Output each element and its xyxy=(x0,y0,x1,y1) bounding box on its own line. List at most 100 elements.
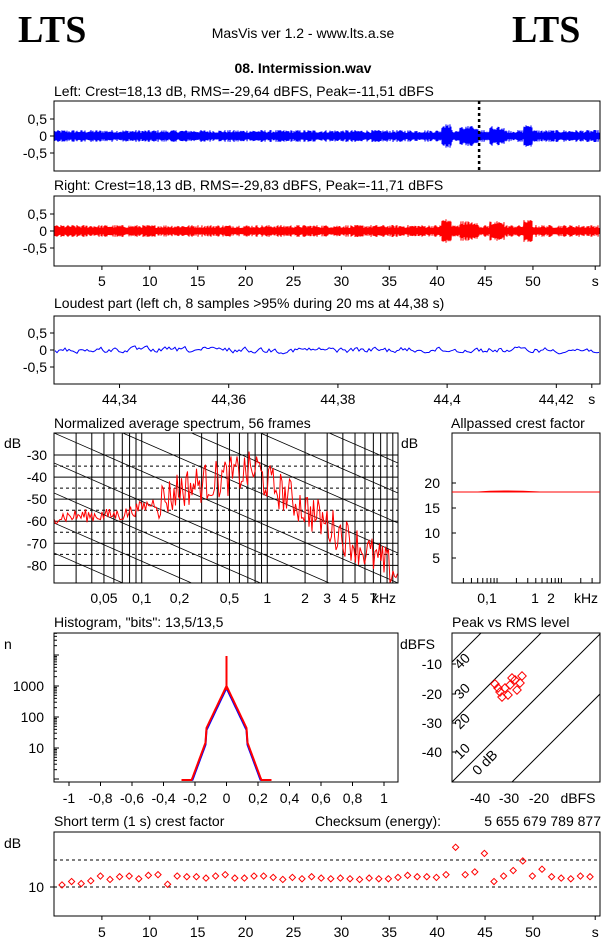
right-ytick-label: 0,5 xyxy=(28,206,48,222)
short-term-point xyxy=(106,875,114,884)
histogram-xtick-label: 0,6 xyxy=(311,790,331,806)
short-term-point xyxy=(58,881,66,889)
short-term-point xyxy=(336,874,345,882)
short-term-point xyxy=(192,872,201,881)
short-term-point xyxy=(307,872,316,881)
short-term-ylabel: dB xyxy=(4,835,21,851)
peak-rms-xtick-label: dBFS xyxy=(560,790,595,806)
histogram-xtick-label: -1 xyxy=(63,790,76,806)
checksum-value: 5 655 679 789 877 xyxy=(484,813,601,829)
peak-rms-ytick-label: -20 xyxy=(422,686,442,702)
spectrum-xtick-label: 0,2 xyxy=(170,590,190,606)
peak-rms-xtick-label: -40 xyxy=(470,790,490,806)
histogram-left-curve xyxy=(181,685,272,781)
right-waveform xyxy=(54,219,600,243)
allpassed-ytick-label: 10 xyxy=(424,525,440,541)
spectrum-xtick-label: 4 xyxy=(339,590,347,606)
short-term-point xyxy=(576,872,585,880)
short-term-point xyxy=(96,872,105,880)
peak-rms-diagonal-label: 0 dB xyxy=(469,746,501,778)
short-term-xtick-label: 25 xyxy=(286,924,302,940)
short-term-point xyxy=(547,872,556,881)
histogram-right-curve xyxy=(181,683,272,781)
loudest-xtick-label: 44,36 xyxy=(211,391,246,407)
short-term-xtick-label: 10 xyxy=(142,924,158,940)
allpassed-title: Allpassed crest factor xyxy=(451,415,585,431)
short-term-point xyxy=(134,874,143,883)
short-term-point xyxy=(403,871,412,880)
short-term-point xyxy=(422,872,431,881)
right-xtick-label: 10 xyxy=(142,273,158,289)
short-term-point xyxy=(163,880,172,889)
short-term-point xyxy=(566,874,575,883)
spectrum-ytick-label: -60 xyxy=(27,513,47,529)
peak-rms-point xyxy=(490,679,500,689)
spectrum-xtick-label: 5 xyxy=(351,590,359,606)
short-term-point xyxy=(442,870,450,879)
peak-rms-point xyxy=(507,673,517,683)
peak-rms-diagonal xyxy=(452,633,600,782)
short-term-point xyxy=(365,874,374,882)
spectrum-slope-line xyxy=(54,703,398,853)
loudest-xtick-label: 44,38 xyxy=(320,391,355,407)
short-term-point xyxy=(586,872,594,881)
short-term-point xyxy=(355,875,364,884)
app-title: MasVis ver 1.2 - www.lts.a.se xyxy=(211,25,395,41)
short-term-point xyxy=(250,872,258,880)
short-term-point xyxy=(240,874,249,882)
short-term-xtick-label: 5 xyxy=(98,924,106,940)
peak-rms-point xyxy=(512,685,522,695)
allpassed-ytick-label: 5 xyxy=(432,550,440,566)
short-term-point xyxy=(518,857,527,865)
left-waveform-title: Left: Crest=18,13 dB, RMS=-29,64 dBFS, P… xyxy=(54,83,434,99)
allpassed-ytick-label: 20 xyxy=(424,475,440,491)
spectrum-ytick-label: -50 xyxy=(27,491,47,507)
loudest-waveform xyxy=(54,345,600,355)
short-term-xtick-label: 30 xyxy=(334,924,350,940)
checksum-label: Checksum (energy): xyxy=(315,813,441,829)
short-term-point xyxy=(528,872,537,880)
histogram-title: Histogram, "bits": 13,5/13,5 xyxy=(54,614,224,630)
left-ytick-label: 0,5 xyxy=(28,111,48,127)
short-term-point xyxy=(394,873,402,882)
spectrum-ytick-label: -80 xyxy=(27,557,47,573)
peak-rms-frame xyxy=(451,632,601,783)
spectrum-slope-line xyxy=(54,433,398,583)
short-term-point xyxy=(499,872,508,880)
spectrum-ylabel: dB xyxy=(4,435,21,451)
right-ytick-label: 0 xyxy=(39,223,47,239)
short-term-point xyxy=(230,874,239,882)
short-term-point xyxy=(144,871,153,880)
short-term-point xyxy=(346,874,354,883)
short-term-point xyxy=(413,872,422,881)
peak-rms-ytick-label: -10 xyxy=(422,656,442,672)
loudest-xtick-label: 44,42 xyxy=(539,391,574,407)
right-xtick-label: 20 xyxy=(238,273,254,289)
short-term-point xyxy=(67,877,76,886)
short-term-ytick-label: 10 xyxy=(28,879,44,895)
loudest-xtick-label: s xyxy=(588,391,595,407)
short-term-point xyxy=(154,870,162,879)
short-term-point xyxy=(125,872,134,880)
loudest-ytick-label: 0 xyxy=(39,342,47,358)
loudest-ytick-label: 0,5 xyxy=(28,325,48,341)
allpassed-bump xyxy=(477,490,541,493)
peak-rms-plot xyxy=(452,633,600,782)
spectrum-ytick-label: -70 xyxy=(27,535,47,551)
short-term-point xyxy=(298,874,306,883)
peak-rms-ylabel: dBFS xyxy=(400,636,435,652)
short-term-xtick-label: 50 xyxy=(525,924,541,940)
file-name: 08. Intermission.wav xyxy=(234,60,372,76)
spectrum-xtick-label: 0,1 xyxy=(132,590,152,606)
right-xtick-label: 25 xyxy=(286,273,302,289)
peak-rms-diagonal-label: 30 xyxy=(451,680,473,702)
spectrum-title: Normalized average spectrum, 56 frames xyxy=(54,415,311,431)
allpassed-xunit-label: kHz xyxy=(574,590,598,606)
histogram-xtick-label: 0,4 xyxy=(280,790,300,806)
peak-rms-diagonal xyxy=(452,633,542,723)
spectrum-xtick-label: 2 xyxy=(301,590,309,606)
allpassed-ytick-label: 15 xyxy=(424,500,440,516)
right-ytick-label: -0,5 xyxy=(23,240,47,256)
short-term-point xyxy=(490,877,498,886)
